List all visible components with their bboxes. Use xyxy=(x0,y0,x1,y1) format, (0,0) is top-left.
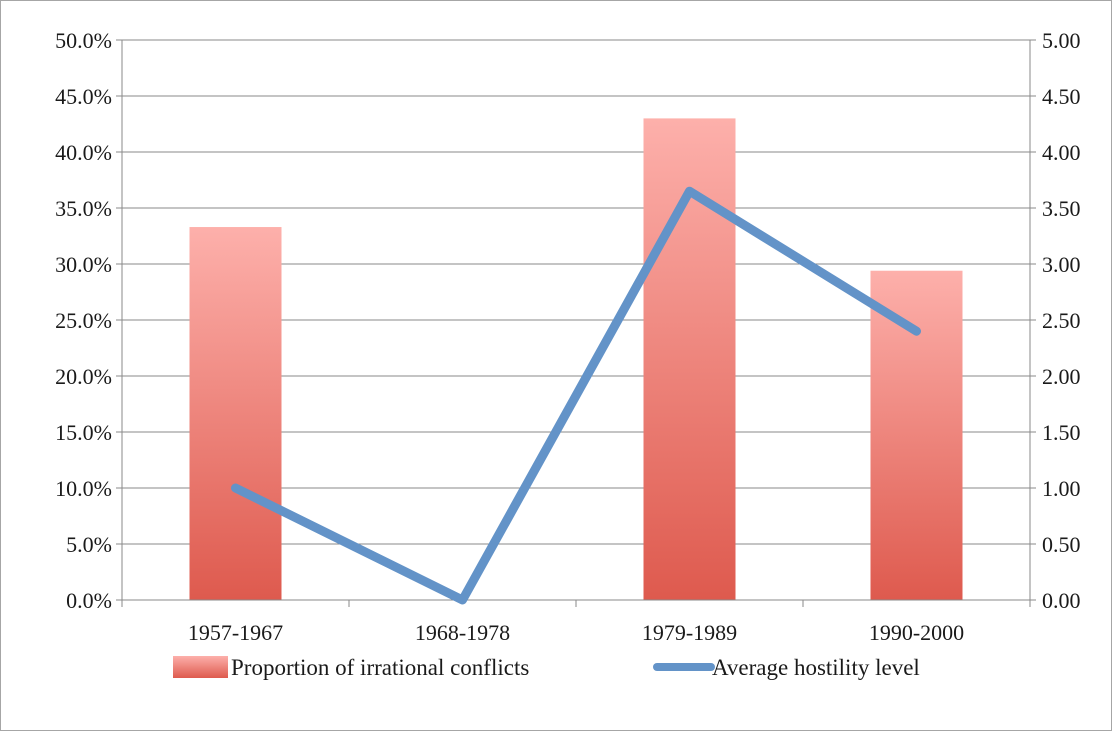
y-right-tick-label: 4.50 xyxy=(1042,84,1081,109)
legend-swatch-bar xyxy=(173,656,228,678)
y-left-tick-label: 40.0% xyxy=(55,140,112,165)
bar-series xyxy=(189,118,963,601)
tick-labels: 0.0% 5.0% 10.0% 15.0% 20.0% 25.0% 30.0% 35.0% 40… xyxy=(55,28,1080,645)
y-right-tick-label: 5.00 xyxy=(1042,28,1081,53)
hostility-line xyxy=(231,186,921,605)
y-right-tick-label: 0.00 xyxy=(1042,588,1081,613)
y-right-tick-label: 3.50 xyxy=(1042,196,1081,221)
axes xyxy=(116,39,1036,607)
x-tick-label: 1968-1978 xyxy=(415,620,510,645)
y-right-tick-label: 0.50 xyxy=(1042,532,1081,557)
x-tick-label: 1979-1989 xyxy=(642,620,737,645)
y-left-tick-label: 45.0% xyxy=(55,84,112,109)
y-left-tick-label: 20.0% xyxy=(55,364,112,389)
y-right-tick-label: 3.00 xyxy=(1042,252,1081,277)
y-left-tick-label: 30.0% xyxy=(55,252,112,277)
y-left-tick-label: 0.0% xyxy=(66,588,112,613)
y-right-tick-label: 2.50 xyxy=(1042,308,1081,333)
y-left-tick-label: 25.0% xyxy=(55,308,112,333)
y-left-tick-label: 50.0% xyxy=(55,28,112,53)
y-left-tick-label: 35.0% xyxy=(55,196,112,221)
y-left-tick-label: 15.0% xyxy=(55,420,112,445)
x-tick-label: 1957-1967 xyxy=(188,620,283,645)
legend: Proportion of irrational conflicts Averag… xyxy=(173,655,920,680)
y-right-tick-label: 1.50 xyxy=(1042,420,1081,445)
bar xyxy=(189,227,282,601)
y-right-tick-label: 4.00 xyxy=(1042,140,1081,165)
y-left-tick-label: 5.0% xyxy=(66,532,112,557)
legend-label-bar: Proportion of irrational conflicts xyxy=(231,655,529,680)
x-tick-label: 1990-2000 xyxy=(869,620,964,645)
line-series xyxy=(231,186,921,605)
legend-label-line: Average hostility level xyxy=(712,655,920,680)
bar xyxy=(870,270,963,600)
y-left-tick-label: 10.0% xyxy=(55,476,112,501)
y-right-tick-label: 1.00 xyxy=(1042,476,1081,501)
y-right-tick-label: 2.00 xyxy=(1042,364,1081,389)
